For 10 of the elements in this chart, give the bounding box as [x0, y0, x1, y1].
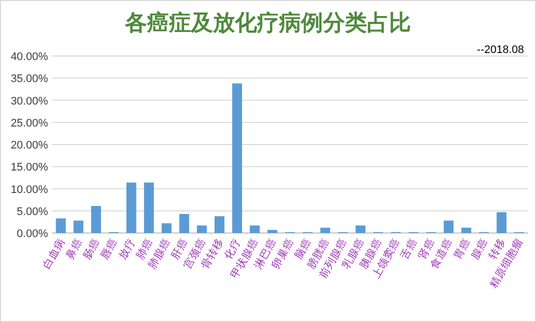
y-tick-label: 10.00% [10, 184, 48, 196]
y-tick-label: 5.00% [16, 206, 48, 218]
y-tick-label: 35.00% [10, 73, 48, 86]
annotation: --2018.08 [476, 44, 524, 56]
title: 各癌症及放化疗病例分类占比 [125, 10, 411, 36]
y-tick-label: 30.00% [10, 95, 48, 108]
y-tick-label: 15.00% [10, 162, 48, 174]
y-tick-label: 20.00% [10, 140, 48, 152]
y-tick-label: 40.00% [10, 51, 48, 63]
y-tick-label: 25.00% [10, 117, 48, 130]
